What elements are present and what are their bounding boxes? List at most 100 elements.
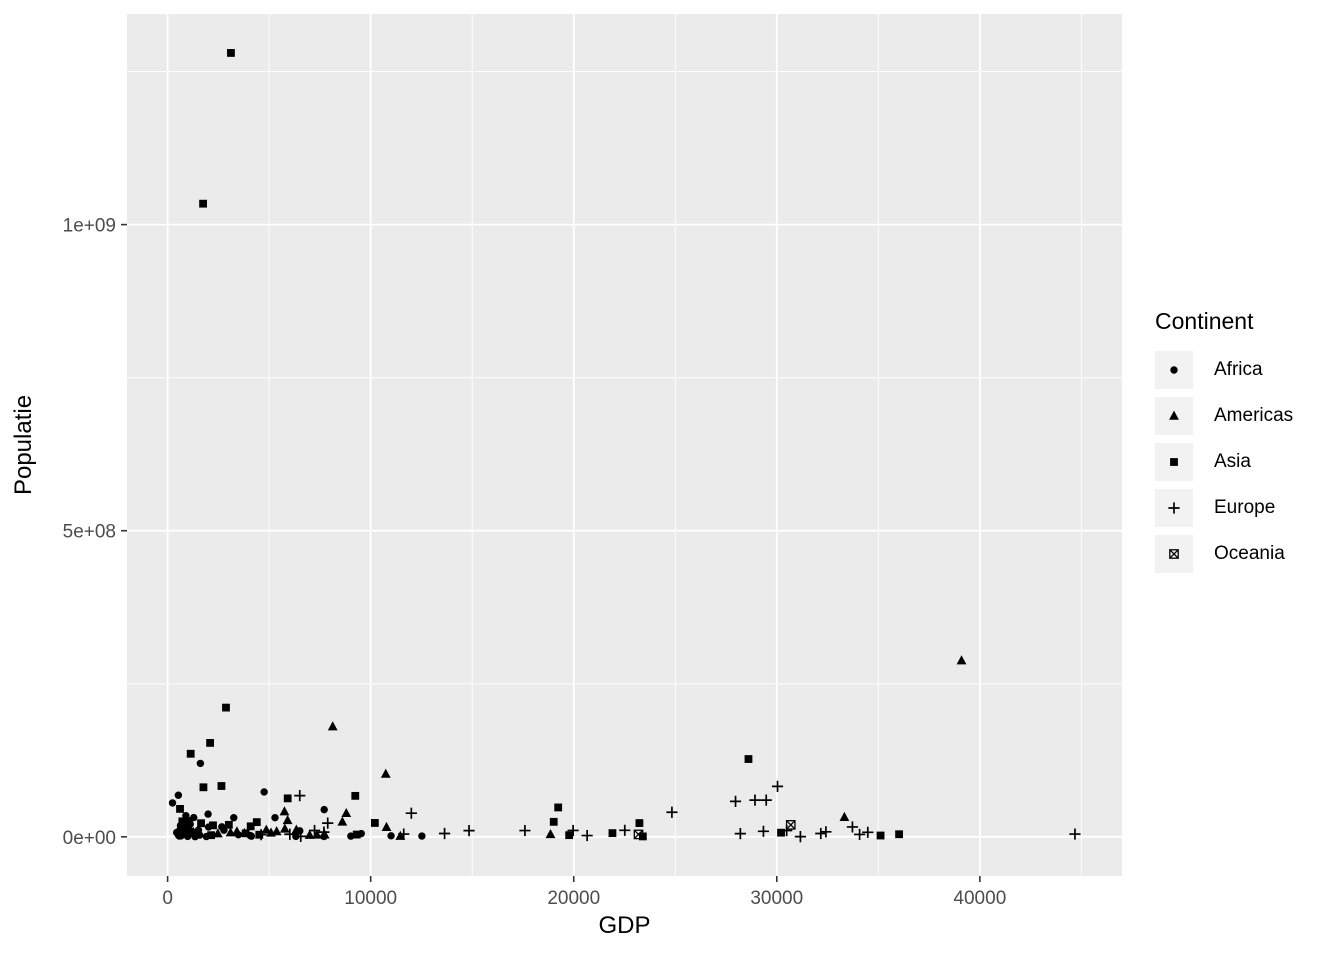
data-point [227, 49, 235, 57]
data-point [320, 805, 328, 814]
data-point [341, 807, 352, 818]
data-point [1069, 828, 1081, 840]
legend-item-americas: Americas [1155, 397, 1293, 435]
data-point [207, 831, 215, 840]
legend-item-europe: Europe [1155, 489, 1293, 527]
data-point [619, 824, 631, 836]
plot-panel [127, 14, 1122, 876]
data-point [405, 807, 417, 819]
data-point [194, 826, 203, 834]
data-point [749, 794, 761, 806]
data-point [565, 831, 574, 840]
legend-item-oceania: Oceania [1155, 535, 1293, 573]
data-point [777, 828, 785, 837]
data-point [322, 817, 334, 829]
data-point [608, 829, 617, 838]
data-point [206, 739, 215, 747]
gridlines-minor [127, 14, 1122, 876]
data-point [252, 818, 261, 827]
data-point [185, 817, 193, 825]
data-point [370, 819, 379, 827]
data-point [318, 826, 330, 838]
data-point [815, 827, 827, 840]
data-point [380, 768, 391, 778]
data-point [271, 813, 279, 822]
legend-item-asia: Asia [1155, 443, 1293, 481]
data-point [168, 799, 177, 807]
data-point [734, 828, 746, 840]
legend-label: Americas [1214, 405, 1294, 426]
data-point [261, 824, 272, 834]
data-point [197, 819, 205, 828]
data-point [463, 825, 475, 837]
data-point [260, 788, 268, 796]
data-point [204, 810, 212, 818]
data-point [327, 721, 338, 731]
data-point [846, 821, 859, 833]
data-point [633, 829, 644, 840]
data-point [398, 828, 410, 840]
data-point [794, 831, 807, 843]
data-point [230, 814, 238, 822]
triangle-icon [1155, 397, 1193, 435]
data-point [271, 826, 282, 836]
data-point [308, 824, 321, 837]
x-axis-title: GDP [598, 912, 651, 939]
data-point [232, 826, 242, 836]
data-point [279, 823, 290, 833]
x-tick-label: 40000 [953, 888, 1006, 909]
data-point [174, 791, 183, 799]
data-point [519, 824, 531, 837]
y-tick-label: 0e+00 [63, 828, 116, 849]
data-point [839, 811, 850, 821]
data-point [282, 815, 293, 825]
data-point [284, 828, 296, 840]
data-point [876, 831, 885, 840]
data-point [895, 830, 903, 839]
data-point [196, 759, 205, 768]
data-point [224, 820, 233, 829]
data-point [176, 805, 184, 813]
data-point [222, 703, 230, 712]
data-point [347, 832, 355, 840]
x-tick-label: 20000 [547, 888, 600, 909]
data-point [351, 791, 360, 800]
data-point [186, 749, 195, 758]
legend-item-africa: Africa [1155, 351, 1293, 389]
square-cross-icon [1155, 535, 1193, 573]
data-point [279, 806, 290, 816]
legend: Continent Africa Americas Asia Europe Oceani… [1155, 308, 1293, 581]
data-point [199, 199, 207, 208]
data-point [820, 826, 832, 838]
series-oceania [633, 820, 796, 840]
x-axis-ticks: 0 10000 20000 30000 40000 [162, 876, 1006, 909]
data-point [283, 794, 292, 803]
data-point [352, 830, 361, 839]
data-point [295, 830, 307, 842]
data-point [438, 827, 451, 840]
data-point [218, 823, 226, 831]
data-point [294, 790, 306, 802]
data-point [241, 829, 250, 838]
square-icon [1155, 443, 1193, 481]
data-point [266, 827, 276, 837]
data-point [304, 829, 315, 839]
x-tick-label: 30000 [750, 888, 803, 909]
data-point [757, 825, 770, 837]
data-point [246, 822, 255, 831]
data-point [545, 829, 556, 839]
data-point [291, 824, 302, 834]
data-point [729, 795, 742, 807]
plus-icon [1155, 489, 1193, 527]
data-point [581, 829, 593, 842]
y-axis-title: Populatie [10, 394, 37, 496]
data-point [395, 830, 406, 840]
data-point [785, 820, 796, 830]
data-point [666, 806, 678, 818]
data-point [225, 827, 236, 837]
data-point [255, 829, 267, 841]
series-asia [176, 49, 903, 841]
legend-label: Oceania [1214, 543, 1285, 564]
legend-label: Europe [1214, 497, 1276, 518]
